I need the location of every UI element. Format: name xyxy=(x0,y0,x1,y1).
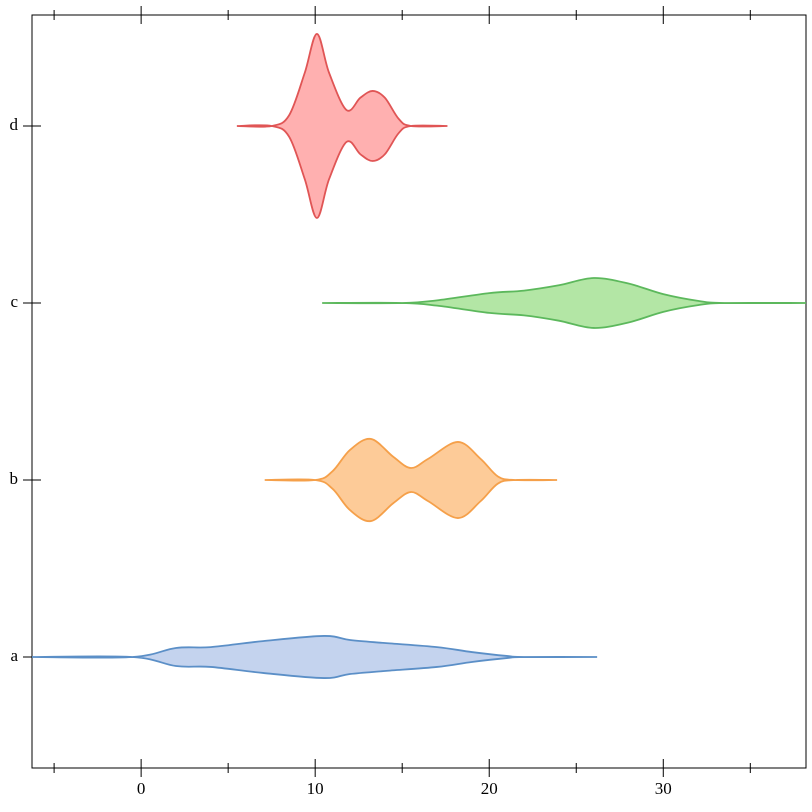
violin xyxy=(264,437,558,523)
y-tick-label: b xyxy=(10,469,19,488)
y-tick-label: c xyxy=(10,292,18,311)
y-tick-label: a xyxy=(10,646,18,665)
y-tick-label: d xyxy=(10,115,19,134)
x-tick-label: 20 xyxy=(481,779,498,798)
x-tick-label: 0 xyxy=(137,779,146,798)
violin xyxy=(322,277,807,329)
x-tick-label: 30 xyxy=(655,779,672,798)
violin xyxy=(236,33,448,219)
x-tick-label: 10 xyxy=(307,779,324,798)
violin xyxy=(31,635,598,679)
plot-frame xyxy=(31,14,807,769)
